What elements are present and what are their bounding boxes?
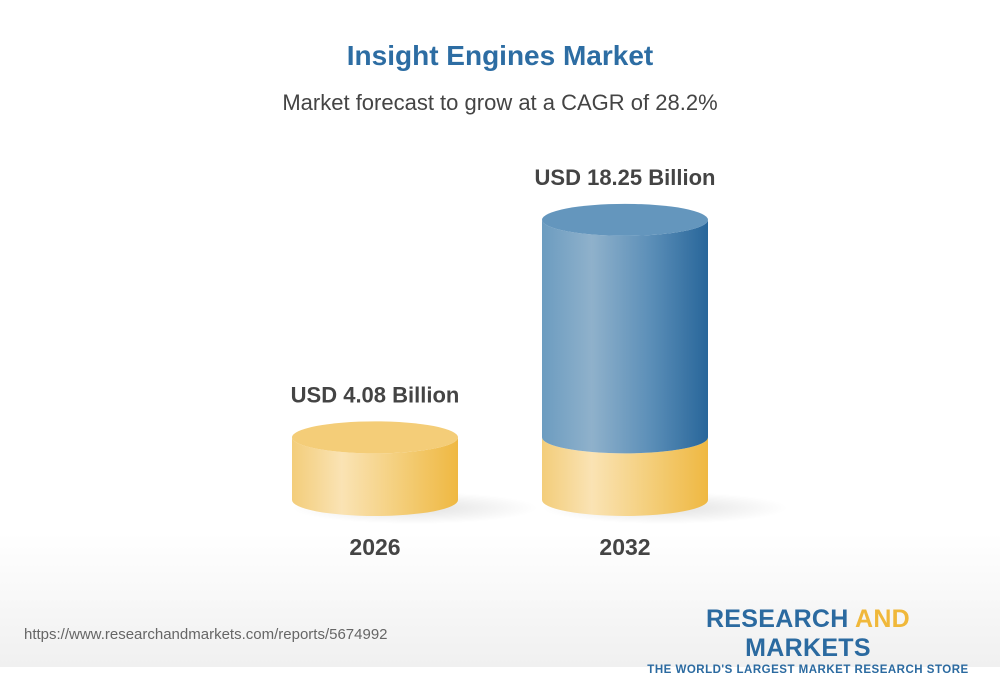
- research-and-markets-logo: RESEARCH AND MARKETS THE WORLD'S LARGEST…: [640, 605, 976, 676]
- category-label-2026: 2026: [349, 534, 400, 560]
- logo-tagline: THE WORLD'S LARGEST MARKET RESEARCH STOR…: [647, 664, 969, 676]
- cylinder-chart: USD 4.08 Billion USD 18.25 Billion 2026 …: [291, 165, 788, 560]
- chart-title: Insight Engines Market: [346, 40, 654, 71]
- bar-top-2032: [542, 203, 708, 236]
- bar-base-segment-2032: [542, 437, 708, 516]
- data-label-2032: USD 18.25 Billion: [535, 165, 716, 190]
- bar-base-segment-2026: [292, 437, 458, 516]
- logo-word-markets: MARKETS: [745, 634, 871, 662]
- logo-word-research: RESEARCH: [705, 605, 849, 633]
- data-label-2026: USD 4.08 Billion: [291, 382, 460, 407]
- bar-growth-segment-2032: [542, 219, 708, 454]
- category-label-2032: 2032: [599, 534, 650, 560]
- bar-top-2026: [292, 421, 458, 454]
- logo-word-and: AND: [854, 605, 911, 633]
- report-url[interactable]: https://www.researchandmarkets.com/repor…: [24, 626, 388, 643]
- chart-subtitle: Market forecast to grow at a CAGR of 28.…: [282, 90, 718, 115]
